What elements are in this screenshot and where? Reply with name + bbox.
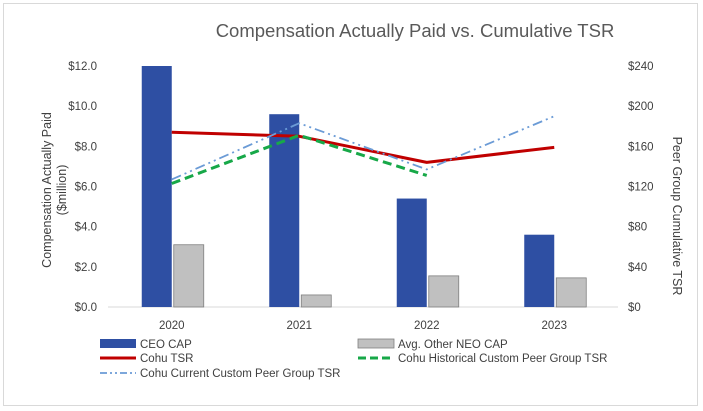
right-tick-label: $200	[628, 101, 654, 113]
left-tick-label: $6.0	[75, 182, 97, 194]
left-axis-title-line: Compensation Actually Paid	[40, 112, 54, 268]
legend-label: Cohu Current Custom Peer Group TSR	[140, 368, 340, 380]
bar	[269, 114, 300, 307]
left-axis-title: Compensation Actually Paid($million)	[40, 112, 69, 268]
bar	[300, 294, 332, 308]
left-axis-title-line: ($million)	[55, 165, 69, 216]
x-tick-label: 2020	[159, 320, 185, 332]
left-tick-label: $10.0	[68, 101, 97, 113]
left-tick-label: $8.0	[75, 141, 97, 153]
series-line	[171, 115, 555, 181]
series-lines	[171, 115, 555, 185]
legend-label: Cohu Historical Custom Peer Group TSR	[398, 353, 607, 365]
bar	[428, 275, 460, 308]
bar	[524, 234, 555, 307]
legend-label: Cohu TSR	[140, 353, 193, 365]
legend-swatch	[357, 338, 395, 349]
right-tick-label: $240	[628, 61, 654, 73]
left-tick-label: $2.0	[75, 262, 97, 274]
bar	[396, 198, 427, 307]
right-tick-label: $120	[628, 182, 654, 194]
x-tick-label: 2021	[286, 320, 312, 332]
left-axis-ticks: $0.0 $2.0 $4.0 $6.0 $8.0 $10.0 $12.0	[68, 61, 97, 314]
right-axis-title: Peer Group Cumulative TSR	[670, 137, 684, 296]
series-line	[171, 130, 555, 164]
chart-title: Compensation Actually Paid vs. Cumulativ…	[216, 20, 615, 41]
right-tick-label: $40	[628, 262, 647, 274]
legend-item: Cohu Historical Custom Peer Group TSR	[358, 353, 607, 365]
left-tick-label: $0.0	[75, 302, 97, 314]
legend-item: Avg. Other NEO CAP	[357, 338, 508, 351]
chart-frame	[3, 3, 698, 406]
legend-item: CEO CAP	[100, 339, 192, 351]
legend-label: CEO CAP	[140, 339, 192, 351]
bars	[141, 66, 587, 308]
bar	[173, 244, 205, 308]
legend-item: Cohu TSR	[100, 353, 193, 365]
right-tick-label: $0	[628, 302, 641, 314]
right-axis-ticks: $0 $40 $80 $120 $160 $200 $240	[628, 61, 654, 314]
x-axis-ticks: 2020 2021 2022 2023	[159, 320, 567, 332]
left-tick-label: $4.0	[75, 222, 97, 234]
bar	[555, 277, 587, 308]
left-tick-label: $12.0	[68, 61, 97, 73]
legend-item: Cohu Current Custom Peer Group TSR	[100, 368, 340, 380]
legend: CEO CAP Avg. Other NEO CAP Cohu TSR Cohu Hi…	[100, 338, 607, 380]
right-tick-label: $80	[628, 222, 647, 234]
x-tick-label: 2023	[541, 320, 567, 332]
right-tick-label: $160	[628, 141, 654, 153]
series-line	[171, 133, 428, 185]
bar	[141, 66, 172, 307]
x-tick-label: 2022	[414, 320, 440, 332]
legend-swatch	[100, 339, 136, 348]
legend-label: Avg. Other NEO CAP	[398, 339, 508, 351]
